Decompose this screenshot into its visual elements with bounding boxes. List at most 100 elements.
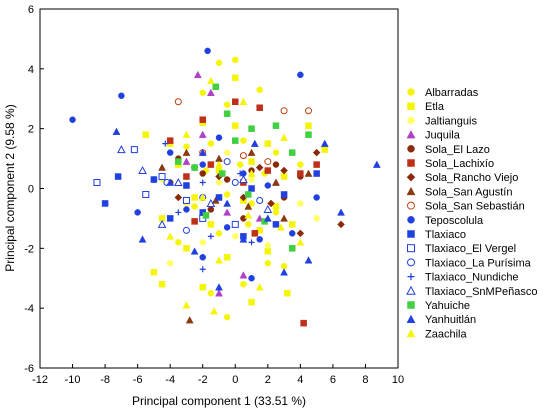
data-point [204, 47, 211, 55]
series-points [162, 140, 255, 273]
data-point [239, 271, 248, 279]
data-point [223, 208, 232, 216]
data-point [296, 238, 305, 246]
data-point [305, 131, 312, 138]
data-point [272, 209, 280, 216]
data-points [69, 47, 381, 327]
data-point [191, 218, 198, 225]
legend-marker [407, 159, 415, 167]
data-point [215, 160, 223, 168]
legend-label: Sola_Lachixío [425, 158, 494, 170]
legend-marker [407, 145, 415, 153]
data-point [297, 200, 304, 207]
data-point [280, 191, 288, 198]
x-tick-label: -12 [32, 374, 48, 386]
legend-label: Teposcolula [425, 215, 484, 227]
data-point [240, 280, 247, 288]
legend-marker [407, 230, 415, 238]
data-point [215, 230, 223, 237]
data-point [248, 158, 255, 165]
data-point [250, 139, 259, 147]
data-point [272, 178, 280, 186]
data-point [296, 229, 305, 238]
legend-marker [406, 285, 416, 295]
data-point [251, 230, 259, 237]
data-point [280, 173, 288, 180]
data-point [166, 149, 174, 156]
data-point [256, 86, 263, 94]
data-point [166, 232, 175, 240]
data-point [158, 280, 166, 288]
data-point [206, 88, 215, 97]
data-point [248, 239, 255, 246]
x-tick-label: -10 [65, 374, 81, 386]
data-point [199, 283, 206, 291]
data-point [264, 260, 272, 267]
data-point [304, 169, 313, 177]
data-point [175, 239, 182, 246]
x-tick-label: 2 [265, 374, 271, 386]
data-point [202, 212, 210, 219]
legend-label: Sola_San Agustín [425, 186, 512, 198]
legend-label: Tlaxiaco_Nundiche [425, 272, 519, 284]
data-point [240, 137, 247, 144]
y-tick-label: 6 [28, 4, 34, 16]
data-point [199, 116, 206, 123]
data-point [231, 220, 239, 228]
data-point [223, 149, 231, 156]
series-points [174, 98, 312, 166]
data-point [215, 194, 223, 201]
data-point [244, 202, 253, 210]
data-point [245, 221, 252, 228]
data-point [280, 133, 289, 141]
data-point [183, 206, 190, 213]
data-point [158, 163, 166, 171]
data-point [158, 173, 166, 181]
data-point [272, 203, 280, 210]
data-point [264, 182, 272, 189]
legend-marker [407, 201, 415, 210]
data-point [142, 131, 150, 138]
data-point [236, 161, 244, 168]
data-point [256, 104, 263, 111]
data-point [166, 260, 174, 267]
data-point [174, 193, 183, 202]
data-point [263, 214, 272, 222]
legend-marker [406, 314, 416, 323]
series-points [166, 76, 305, 315]
data-point [263, 204, 273, 213]
data-point [191, 164, 198, 171]
data-point [191, 203, 198, 210]
data-point [276, 223, 285, 231]
data-point [206, 198, 216, 207]
data-point [239, 152, 247, 160]
data-point [248, 298, 255, 306]
data-point [150, 176, 158, 183]
legend-marker [406, 130, 416, 139]
data-point [215, 179, 223, 186]
data-point [232, 74, 239, 82]
data-point [93, 179, 101, 187]
data-point [166, 178, 175, 186]
data-point [232, 98, 239, 105]
data-point [264, 242, 272, 249]
data-point [219, 170, 226, 177]
data-point [313, 215, 320, 222]
series-points [158, 149, 320, 267]
data-point [231, 179, 239, 187]
data-point [256, 196, 264, 204]
data-point [182, 130, 191, 138]
data-point [101, 200, 109, 207]
legend-label: Tlaxiaco [425, 229, 466, 241]
x-tick-label: -2 [198, 374, 208, 386]
data-point [182, 301, 191, 309]
data-point [199, 254, 206, 261]
data-point [232, 56, 239, 64]
data-point [288, 221, 296, 228]
data-point [264, 158, 272, 166]
data-point [207, 289, 215, 297]
data-point [207, 161, 215, 168]
data-point [244, 211, 253, 219]
data-point [256, 236, 263, 243]
